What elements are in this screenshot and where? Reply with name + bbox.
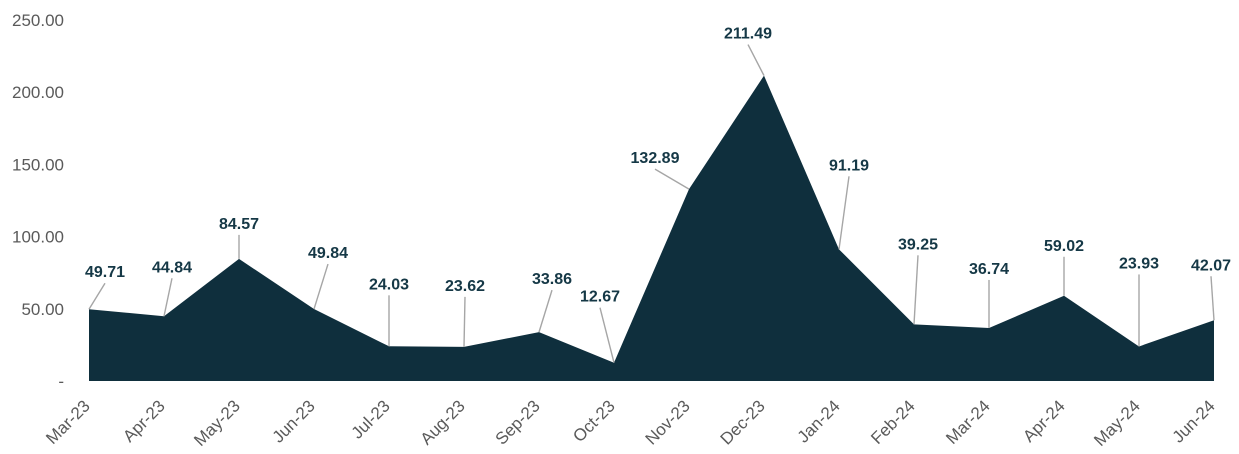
y-tick-label: 100.00 <box>12 228 64 247</box>
data-label: 24.03 <box>369 276 409 293</box>
x-tick-label: Sep-23 <box>492 396 544 448</box>
leader-lines <box>88 44 1215 363</box>
data-label: 44.84 <box>152 259 192 276</box>
x-tick-label: Jun-23 <box>269 396 319 446</box>
data-labels: 49.71 44.84 84.57 49.84 24.03 23.62 33.86 12.67… <box>85 26 1231 306</box>
data-label: 36.74 <box>969 261 1009 278</box>
leader-line <box>747 44 765 76</box>
x-tick-label: Nov-23 <box>642 396 694 448</box>
x-tick-label: Mar-24 <box>942 396 994 448</box>
x-tick-label: Jun-24 <box>1169 396 1219 446</box>
leader-line <box>838 176 850 250</box>
x-tick-label: Dec-23 <box>717 396 769 448</box>
x-tick-label: Jul-23 <box>348 396 394 442</box>
x-axis: Mar-23 Apr-23 May-23 Jun-23 Jul-23 Aug-23 Sep-… <box>42 396 1219 450</box>
leader-line <box>88 282 106 310</box>
leader-line <box>1210 276 1215 321</box>
data-label: 42.07 <box>1191 257 1231 274</box>
x-tick-label: Jan-24 <box>794 396 844 446</box>
data-label: 33.86 <box>532 271 572 288</box>
leader-line <box>313 263 329 310</box>
y-tick-label: 200.00 <box>12 83 64 102</box>
area-series <box>89 75 1214 382</box>
x-tick-label: Mar-23 <box>42 396 94 448</box>
y-tick-label: 250.00 <box>12 11 64 30</box>
leader-line <box>163 278 173 317</box>
data-label: 23.93 <box>1119 255 1159 272</box>
data-label: 49.71 <box>85 264 125 281</box>
data-label: 39.25 <box>898 236 938 253</box>
x-tick-label: Apr-24 <box>1019 396 1069 446</box>
data-label: 211.49 <box>724 26 772 43</box>
y-tick-label: 150.00 <box>12 155 64 174</box>
data-label: 49.84 <box>308 245 348 262</box>
y-axis: - 50.00 100.00 150.00 200.00 250.00 <box>12 11 64 391</box>
data-label: 91.19 <box>829 157 869 174</box>
x-tick-label: May-24 <box>1090 396 1144 450</box>
area-fill <box>89 75 1214 382</box>
y-tick-label: 50.00 <box>21 300 64 319</box>
data-label: 23.62 <box>445 278 485 295</box>
x-tick-label: Aug-23 <box>417 396 469 448</box>
leader-line <box>654 168 690 190</box>
leader-line <box>599 307 615 363</box>
leader-line <box>463 296 466 347</box>
data-label: 12.67 <box>580 289 620 306</box>
x-tick-label: Feb-24 <box>867 396 919 448</box>
x-tick-label: Apr-23 <box>119 396 169 446</box>
leader-line <box>538 289 553 333</box>
data-label: 59.02 <box>1044 238 1084 255</box>
data-label: 132.89 <box>631 150 680 167</box>
y-tick-label: - <box>58 372 64 391</box>
x-tick-label: May-23 <box>190 396 244 450</box>
data-label: 84.57 <box>219 216 259 233</box>
x-tick-label: Oct-23 <box>569 396 619 446</box>
leader-line <box>913 255 919 325</box>
